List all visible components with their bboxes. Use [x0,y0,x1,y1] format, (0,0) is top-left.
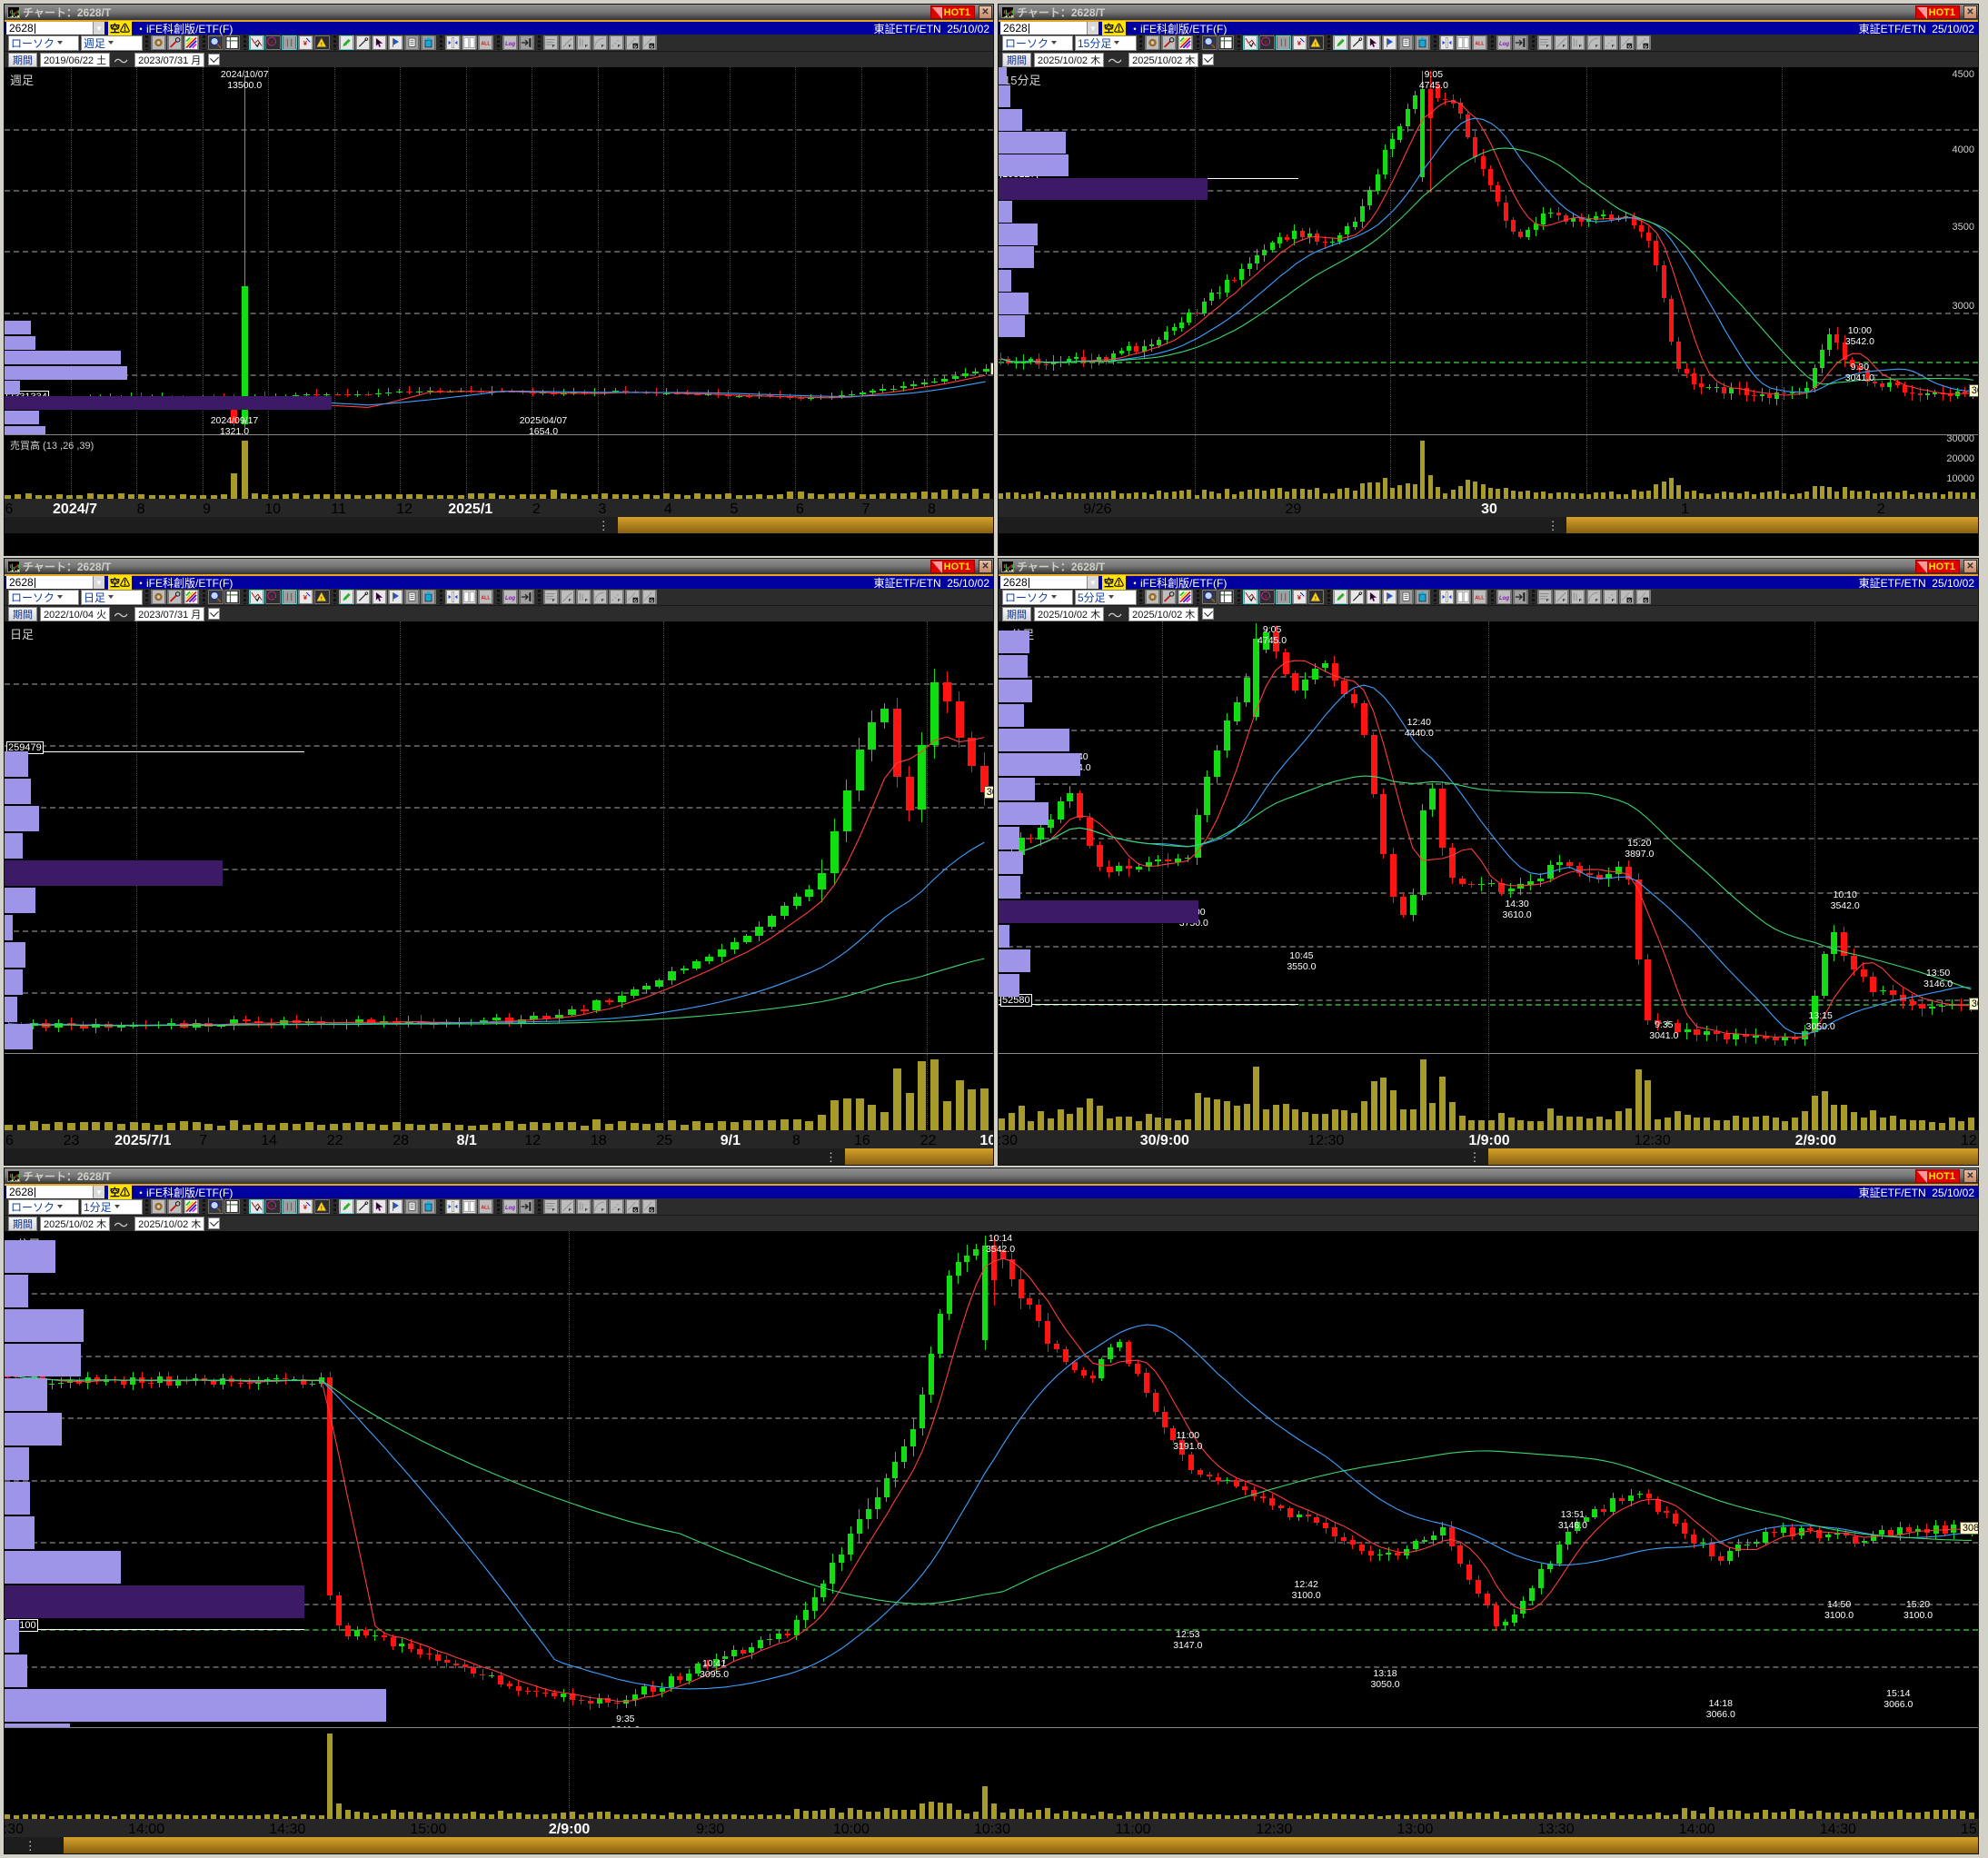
svg-text:F: F [1579,44,1582,49]
svg-text:2: 2 [1265,40,1267,45]
svg-text:F: F [1595,44,1598,49]
svg-text:F: F [585,598,588,603]
svg-text:F: F [1595,598,1598,603]
svg-text:Log: Log [505,42,515,47]
svg-text:F: F [552,598,555,603]
svg-text:G: G [651,44,654,48]
svg-text:F: F [1563,44,1566,49]
svg-text:!: ! [1315,43,1317,48]
svg-text:ALL: ALL [481,41,491,46]
svg-text:ALL: ALL [1475,41,1485,46]
svg-text:F: F [601,1207,604,1213]
svg-text:¥: ¥ [303,39,308,47]
svg-text:F: F [1579,598,1582,603]
svg-text:F: F [569,44,572,49]
svg-text:G: G [1628,44,1632,48]
svg-text:2: 2 [271,1204,273,1209]
svg-text:F: F [1612,598,1615,603]
svg-text:2: 2 [1265,594,1267,600]
svg-text:Log: Log [1499,42,1509,47]
svg-text:ALL: ALL [1475,595,1485,601]
svg-text:ALL: ALL [481,1205,491,1210]
svg-text:F: F [601,44,604,49]
svg-text:F: F [569,598,572,603]
svg-text:F: F [1563,598,1566,603]
svg-text:G: G [1645,598,1648,602]
svg-text:F: F [585,44,588,49]
svg-text:F: F [585,1207,588,1213]
svg-text:!: ! [1315,597,1317,602]
svg-text:ALL: ALL [481,595,491,601]
svg-text:2: 2 [271,594,273,600]
svg-text:F: F [1612,44,1615,49]
svg-text:Log: Log [505,1206,515,1211]
svg-text:G: G [634,598,638,602]
svg-text:F: F [618,44,621,49]
svg-text:G: G [1645,44,1648,48]
svg-text:F: F [552,1207,555,1213]
svg-text:G: G [634,44,638,48]
svg-text:!: ! [321,43,323,48]
svg-text:F: F [618,598,621,603]
svg-text:Log: Log [505,596,515,601]
svg-text:F: F [569,1207,572,1213]
svg-text:¥: ¥ [1297,39,1302,47]
svg-text:F: F [552,44,555,49]
svg-text:¥: ¥ [1297,593,1302,601]
svg-text:!: ! [321,1207,323,1212]
svg-text:!: ! [321,597,323,602]
svg-text:¥: ¥ [303,1203,308,1211]
svg-text:F: F [601,598,604,603]
svg-text:¥: ¥ [303,593,308,601]
svg-text:2: 2 [271,40,273,45]
svg-text:Log: Log [1499,596,1509,601]
svg-text:G: G [651,1207,654,1212]
svg-text:F: F [1546,44,1549,49]
svg-text:G: G [1628,598,1632,602]
svg-text:F: F [1546,598,1549,603]
svg-text:F: F [618,1207,621,1213]
svg-text:G: G [651,598,654,602]
svg-text:G: G [634,1207,638,1212]
